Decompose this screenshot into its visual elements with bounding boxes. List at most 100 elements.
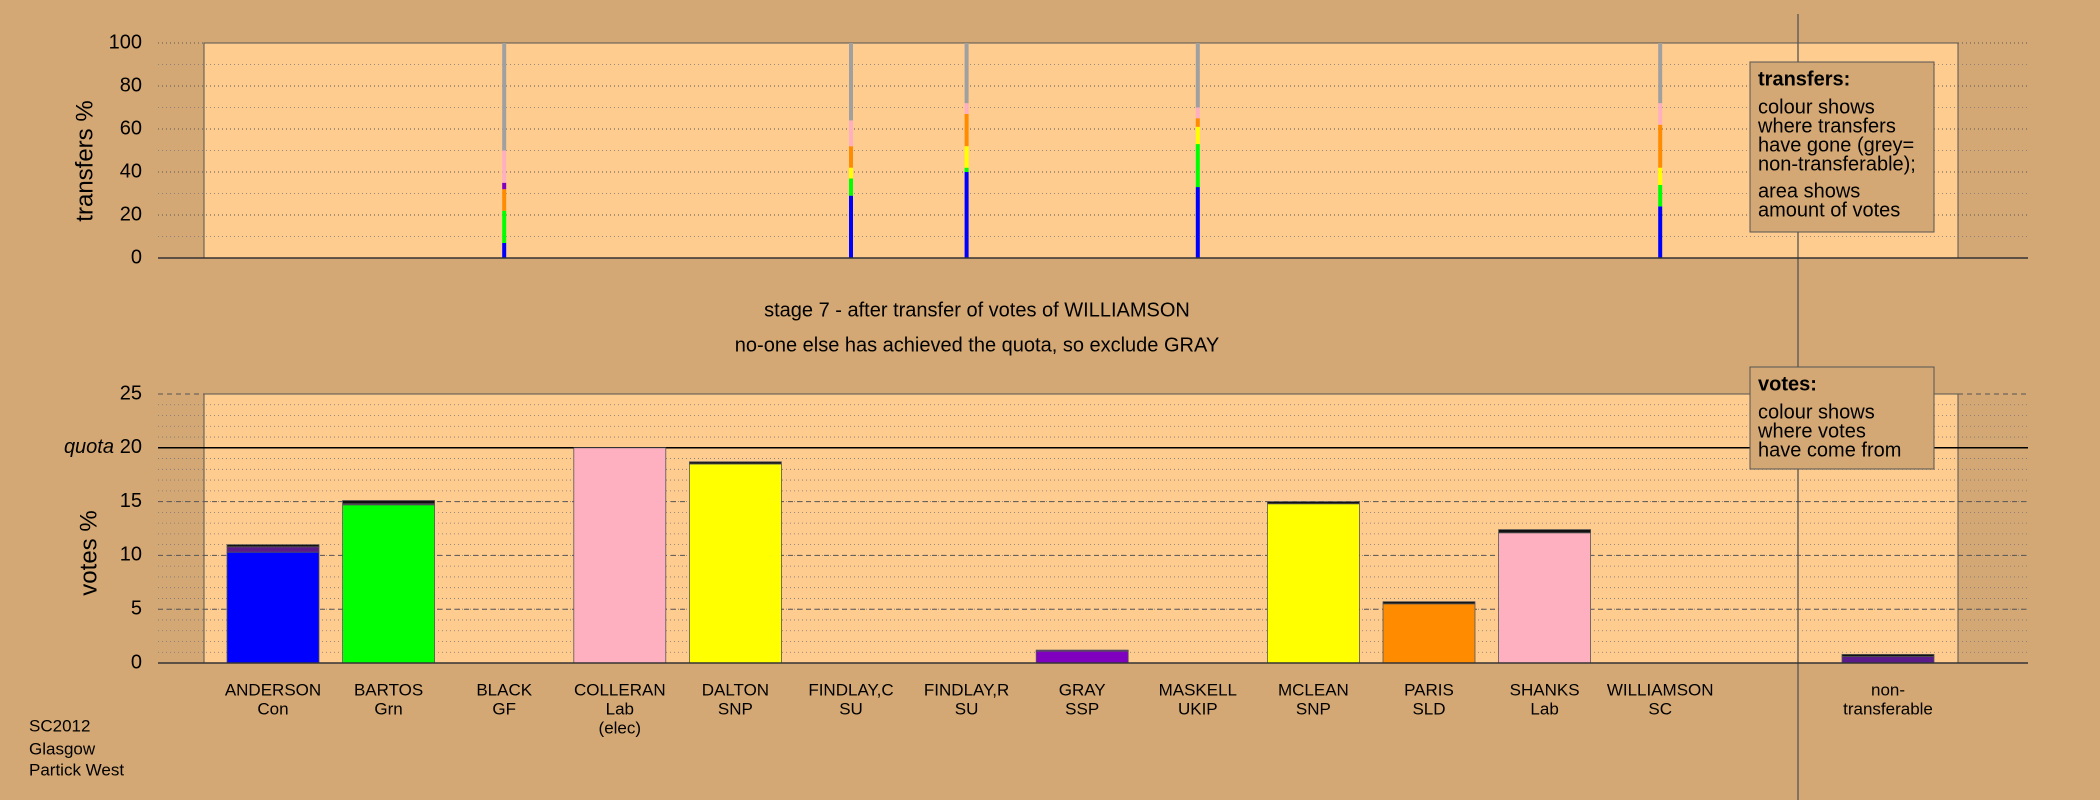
annotation-text: where votes bbox=[1757, 420, 1866, 442]
x-tick-label: WILLIAMSON bbox=[1607, 680, 1714, 699]
bar-segment bbox=[849, 178, 853, 196]
footer-text: Glasgow bbox=[29, 739, 96, 758]
bar-segment bbox=[1658, 206, 1663, 258]
bar-segment bbox=[1658, 43, 1663, 104]
x-tick-label: SSP bbox=[1065, 699, 1099, 718]
bar-segment bbox=[1035, 649, 1129, 652]
bar-segment bbox=[1267, 501, 1360, 505]
bar-segment bbox=[1382, 601, 1476, 605]
footer-text: Partick West bbox=[29, 760, 124, 779]
y-tick-label: 0 bbox=[131, 651, 142, 673]
bar-segment bbox=[1658, 124, 1663, 168]
y-axis-label: votes % bbox=[75, 510, 102, 595]
bar-segment bbox=[964, 146, 969, 168]
bar-segment bbox=[1195, 187, 1200, 258]
bar-segment bbox=[1498, 532, 1591, 664]
annotation-text: non-transferable); bbox=[1758, 153, 1916, 175]
y-tick-label: 25 bbox=[120, 382, 142, 404]
annotation-title: transfers: bbox=[1758, 68, 1850, 90]
bar-segment bbox=[1035, 650, 1129, 664]
y-axis-label: transfers % bbox=[71, 100, 98, 221]
bar-segment bbox=[226, 551, 320, 664]
x-tick-label: SNP bbox=[718, 699, 753, 718]
annotation-text: colour shows bbox=[1758, 96, 1875, 118]
bar-segment bbox=[226, 546, 320, 553]
x-tick-label: GF bbox=[492, 699, 516, 718]
x-tick-label: Lab bbox=[1530, 699, 1558, 718]
bar-segment bbox=[849, 195, 853, 258]
x-tick-label: SC bbox=[1648, 699, 1672, 718]
y-tick-label: 20 bbox=[120, 203, 142, 225]
bar-segment bbox=[689, 461, 782, 465]
x-tick-label: SU bbox=[839, 699, 863, 718]
annotation-text: area shows bbox=[1758, 180, 1860, 202]
y-tick-label: 40 bbox=[120, 160, 142, 182]
x-tick-label: FINDLAY,C bbox=[808, 680, 893, 699]
x-tick-label: transferable bbox=[1843, 699, 1933, 718]
bar-segment bbox=[689, 463, 782, 664]
x-tick-label: UKIP bbox=[1178, 699, 1218, 718]
bar-segment bbox=[1498, 529, 1591, 534]
bar-segment bbox=[1658, 184, 1663, 207]
bar-segment bbox=[1658, 103, 1663, 125]
x-tick-label: GRAY bbox=[1059, 680, 1106, 699]
x-tick-label: MASKELL bbox=[1159, 680, 1237, 699]
bar-segment bbox=[1841, 653, 1935, 657]
bar-segment bbox=[502, 210, 507, 243]
bar-segment bbox=[502, 182, 507, 190]
annotation-title: votes: bbox=[1758, 373, 1817, 395]
bar-segment bbox=[502, 189, 507, 211]
bar-segment bbox=[964, 113, 969, 147]
bar-segment bbox=[573, 447, 667, 664]
bar-segment bbox=[502, 150, 507, 183]
bar-segment bbox=[1195, 144, 1200, 188]
y-tick-label: 20 bbox=[120, 436, 142, 458]
x-tick-label: BARTOS bbox=[354, 680, 423, 699]
bar-segment bbox=[1267, 503, 1360, 664]
annotation-box bbox=[1749, 366, 1935, 470]
bar-segment bbox=[849, 43, 853, 121]
plot-area bbox=[203, 393, 1959, 664]
x-tick-label: SU bbox=[955, 699, 979, 718]
x-tick-label: SLD bbox=[1412, 699, 1445, 718]
x-tick-label: Con bbox=[257, 699, 288, 718]
annotation-box bbox=[1749, 61, 1935, 233]
bar-segment bbox=[1195, 107, 1200, 119]
x-tick-label: SHANKS bbox=[1510, 680, 1580, 699]
x-tick-label: PARIS bbox=[1404, 680, 1454, 699]
x-tick-label: ANDERSON bbox=[225, 680, 321, 699]
x-tick-label: Grn bbox=[374, 699, 402, 718]
annotation-text: colour shows bbox=[1758, 401, 1875, 423]
bar-segment bbox=[1195, 126, 1200, 145]
x-tick-label: MCLEAN bbox=[1278, 680, 1349, 699]
bar-segment bbox=[849, 120, 853, 147]
bar-segment bbox=[1841, 656, 1935, 664]
annotation-text: have gone (grey= bbox=[1758, 134, 1914, 156]
bar-segment bbox=[849, 167, 853, 179]
bar-segment bbox=[964, 103, 969, 114]
x-tick-label: FINDLAY,R bbox=[924, 680, 1009, 699]
quota-label: quota bbox=[64, 436, 114, 458]
x-tick-label: (elec) bbox=[599, 718, 642, 737]
plot-area bbox=[203, 42, 1959, 259]
annotation-text: where transfers bbox=[1757, 115, 1896, 137]
bar-segment bbox=[1382, 603, 1476, 664]
bar-segment bbox=[1658, 167, 1663, 185]
bar-segment bbox=[1195, 43, 1200, 108]
annotation-text: amount of votes bbox=[1758, 199, 1900, 221]
bar-segment bbox=[342, 500, 436, 505]
bar-segment bbox=[502, 242, 507, 258]
annotation-text: have come from bbox=[1758, 439, 1901, 461]
footer-text: SC2012 bbox=[29, 716, 90, 735]
y-tick-label: 5 bbox=[131, 597, 142, 619]
x-tick-label: SNP bbox=[1296, 699, 1331, 718]
bar-segment bbox=[342, 504, 436, 664]
x-tick-label: Lab bbox=[606, 699, 634, 718]
y-tick-label: 60 bbox=[120, 117, 142, 139]
bar-segment bbox=[226, 544, 320, 548]
bar-segment bbox=[964, 172, 969, 258]
y-tick-label: 10 bbox=[120, 544, 142, 566]
chart-title: stage 7 - after transfer of votes of WIL… bbox=[764, 299, 1190, 321]
x-tick-label: DALTON bbox=[702, 680, 769, 699]
